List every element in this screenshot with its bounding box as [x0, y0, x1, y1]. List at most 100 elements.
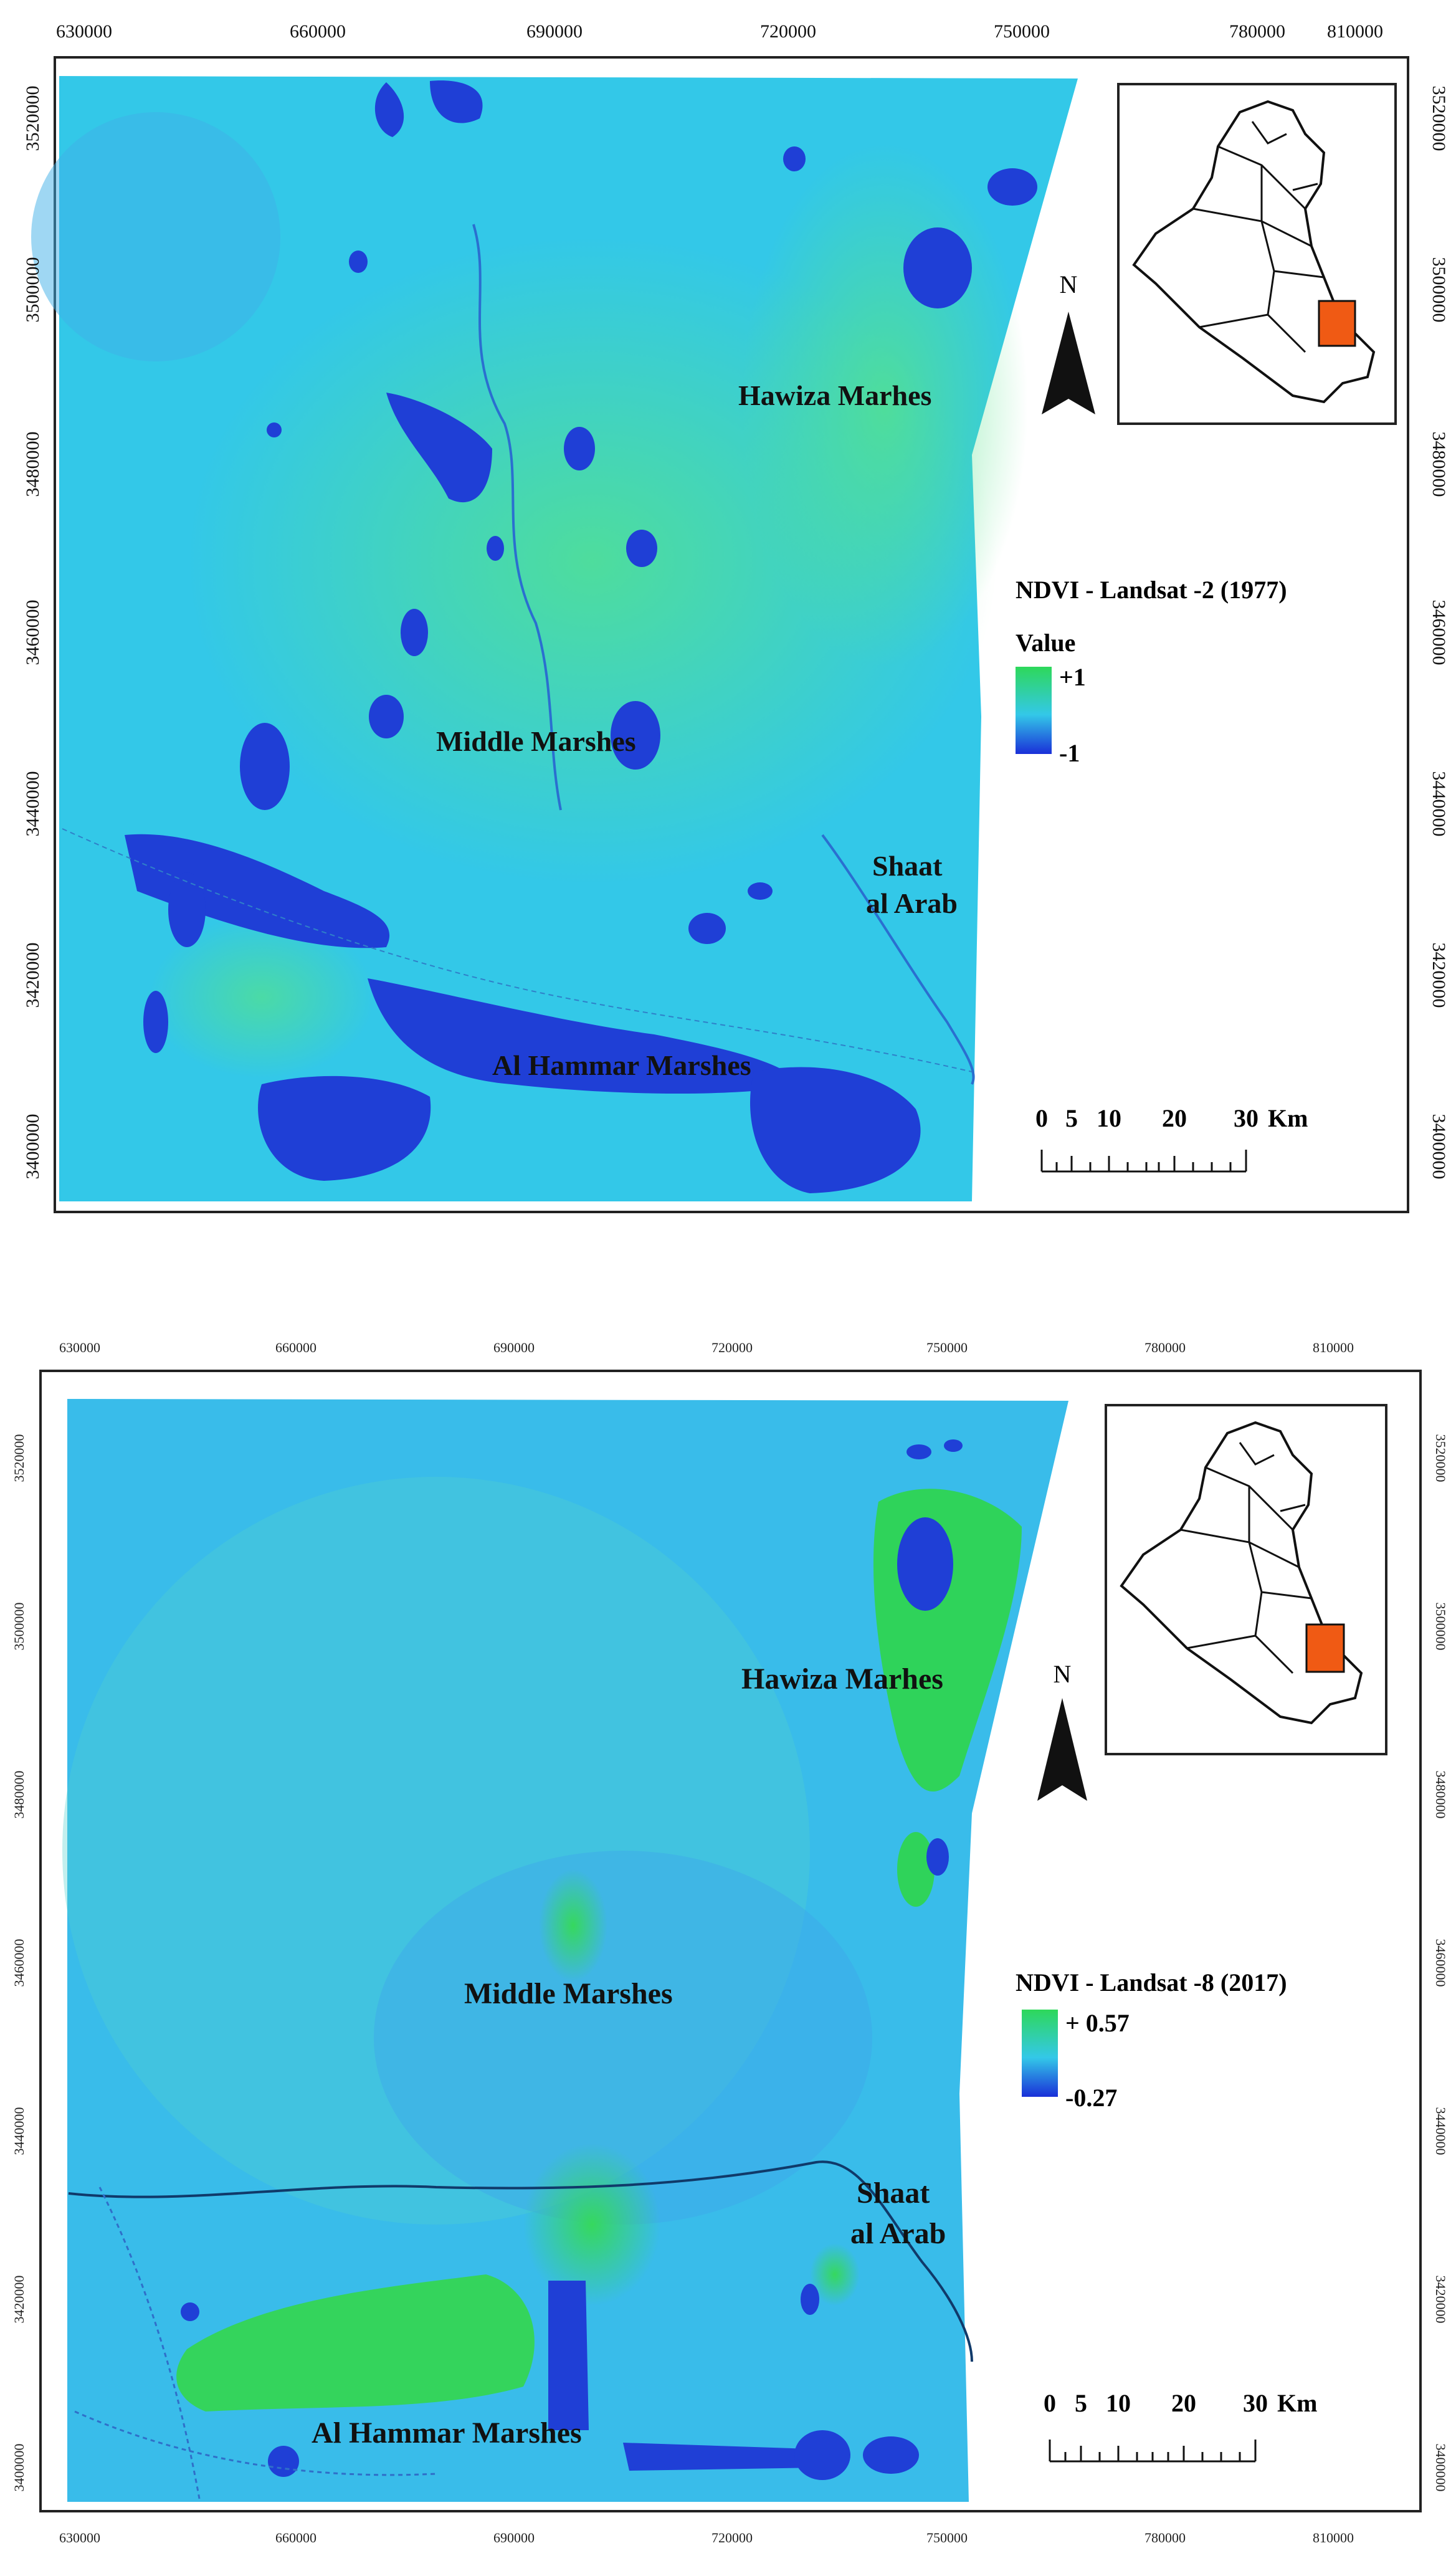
scale-unit: Km [1277, 2389, 1317, 2417]
legend-title: NDVI - Landsat -8 (2017) [1016, 1968, 1287, 1996]
x-tick-label: 630000 [56, 21, 112, 42]
scale-label: 0 [1044, 2389, 1056, 2417]
y-axis-right: 3520000 3500000 3480000 3460000 3440000 … [1433, 1434, 1449, 2492]
y-tick-label: 3420000 [11, 2276, 27, 2324]
y-tick-label: 3440000 [22, 771, 43, 837]
legend-max: +1 [1059, 663, 1086, 691]
scale-label: 5 [1065, 1104, 1078, 1132]
legend-subtitle: Value [1016, 629, 1075, 657]
vegetation-zone [150, 916, 374, 1078]
x-tick-label: 690000 [526, 21, 583, 42]
x-tick-label: 660000 [275, 1340, 316, 1355]
place-labels: Hawiza Marhes Middle Marshes Shaat al Ar… [312, 1662, 946, 2450]
scale-label: 0 [1035, 1104, 1048, 1132]
scale-label: 20 [1171, 2389, 1196, 2417]
label-shaat-al-arab-line1: Shaat [857, 2177, 930, 2210]
iraq-outline [1120, 1421, 1363, 1725]
north-arrow-icon: N [1042, 270, 1095, 414]
y-tick-label: 3460000 [1433, 1939, 1449, 1987]
map-frame [39, 1370, 1422, 2512]
road [62, 828, 973, 1072]
y-tick-label: 3420000 [1429, 943, 1449, 1008]
y-tick-label: 3480000 [11, 1771, 27, 1819]
label-middle-marshes: Middle Marshes [464, 1977, 673, 2010]
water-bodies [181, 1439, 963, 2480]
x-tick-label: 690000 [526, 1238, 583, 1240]
y-tick-label: 3460000 [11, 1939, 27, 1987]
y-tick-label: 3440000 [1433, 2107, 1449, 2155]
y-tick-label: 3400000 [1429, 1114, 1449, 1180]
y-tick-label: 3500000 [11, 1603, 27, 1651]
scale-label: 30 [1234, 1104, 1259, 1132]
scale-label: 20 [1162, 1104, 1187, 1132]
north-arrow-icon: N [1037, 1660, 1087, 1801]
y-tick-label: 3400000 [1433, 2444, 1449, 2492]
x-tick-label: 780000 [1144, 1340, 1186, 1355]
map-frame [54, 56, 1409, 1213]
x-tick-label: 810000 [1313, 1340, 1354, 1355]
legend-title: NDVI - Landsat -2 (1977) [1016, 576, 1287, 604]
legend-color-ramp [1016, 667, 1052, 754]
y-tick-label: 3480000 [22, 432, 43, 497]
legend-color-ramp [1022, 2010, 1058, 2097]
y-tick-label: 3420000 [22, 943, 43, 1008]
label-middle-marshes: Middle Marshes [436, 725, 636, 757]
road [98, 2187, 201, 2499]
scale-unit: Km [1268, 1104, 1308, 1132]
label-hawiza-marshes: Hawiza Marhes [741, 1662, 943, 1696]
river-shaat-al-arab [821, 834, 975, 1085]
inset-map [1105, 1404, 1387, 1755]
y-tick-label: 3480000 [1433, 1771, 1449, 1819]
legend-min: -0.27 [1065, 2084, 1117, 2112]
x-tick-label: 630000 [56, 1238, 112, 1240]
iraq-outline [1132, 100, 1376, 404]
scale-bar: 0 5 10 20 30 Km [1035, 1104, 1308, 1173]
y-tick-label: 3420000 [1433, 2276, 1449, 2324]
x-axis-bottom: 630000 660000 690000 720000 750000 78000… [56, 1238, 1383, 1240]
y-tick-label: 3460000 [1429, 600, 1449, 665]
x-axis-top: 630000 660000 690000 720000 750000 78000… [56, 21, 1383, 42]
study-area-highlight [1305, 1623, 1345, 1673]
province-boundaries [1180, 1442, 1312, 1674]
water-bodies [125, 80, 1037, 1193]
x-tick-label: 780000 [1144, 2530, 1186, 2545]
y-axis-left: 3520000 3500000 3480000 3460000 3440000 … [22, 86, 43, 1180]
label-al-hammar-marshes: Al Hammar Marshes [312, 2416, 582, 2450]
scale-label: 5 [1075, 2389, 1087, 2417]
scale-bar: 0 5 10 20 30 Km [1044, 2389, 1317, 2463]
river [472, 224, 562, 811]
x-tick-label: 660000 [275, 2530, 316, 2545]
x-tick-label: 690000 [493, 2530, 535, 2545]
x-tick-label: 630000 [59, 2530, 100, 2545]
y-tick-label: 3440000 [11, 2107, 27, 2155]
y-tick-label: 3460000 [22, 600, 43, 665]
map-panel-1977: 630000 660000 690000 720000 750000 78000… [0, 0, 1456, 1240]
x-tick-label: 630000 [59, 1340, 100, 1355]
y-axis-left: 3520000 3500000 3480000 3460000 3440000 … [11, 1434, 27, 2492]
label-al-hammar-marshes: Al Hammar Marshes [492, 1049, 751, 1081]
y-tick-label: 3520000 [22, 86, 43, 151]
label-shaat-al-arab-line2: al Arab [866, 887, 958, 919]
legend-max: + 0.57 [1065, 2009, 1130, 2037]
x-tick-label: 660000 [290, 1238, 346, 1240]
label-hawiza-marshes: Hawiza Marhes [738, 379, 931, 411]
y-tick-label: 3400000 [22, 1114, 43, 1180]
label-shaat-al-arab-line2: al Arab [850, 2217, 946, 2250]
svg-text:N: N [1060, 270, 1078, 298]
x-tick-label: 690000 [493, 1340, 535, 1355]
x-tick-label: 780000 [1229, 1238, 1285, 1240]
map-1977: 630000 660000 690000 720000 750000 78000… [22, 21, 1449, 1240]
y-tick-label: 3500000 [22, 257, 43, 323]
y-tick-label: 3500000 [1433, 1603, 1449, 1651]
water-tint [31, 112, 280, 361]
y-tick-label: 3520000 [1433, 1434, 1449, 1482]
x-tick-label: 750000 [994, 21, 1050, 42]
scale-label: 10 [1097, 1104, 1121, 1132]
scale-label: 10 [1106, 2389, 1131, 2417]
x-tick-label: 720000 [711, 1340, 753, 1355]
scale-label: 30 [1243, 2389, 1268, 2417]
water-tint [374, 1851, 872, 2225]
x-tick-label: 810000 [1327, 1238, 1383, 1240]
svg-text:N: N [1054, 1660, 1072, 1688]
map-panel-2017: 630000 660000 690000 720000 750000 78000… [0, 1290, 1456, 2576]
